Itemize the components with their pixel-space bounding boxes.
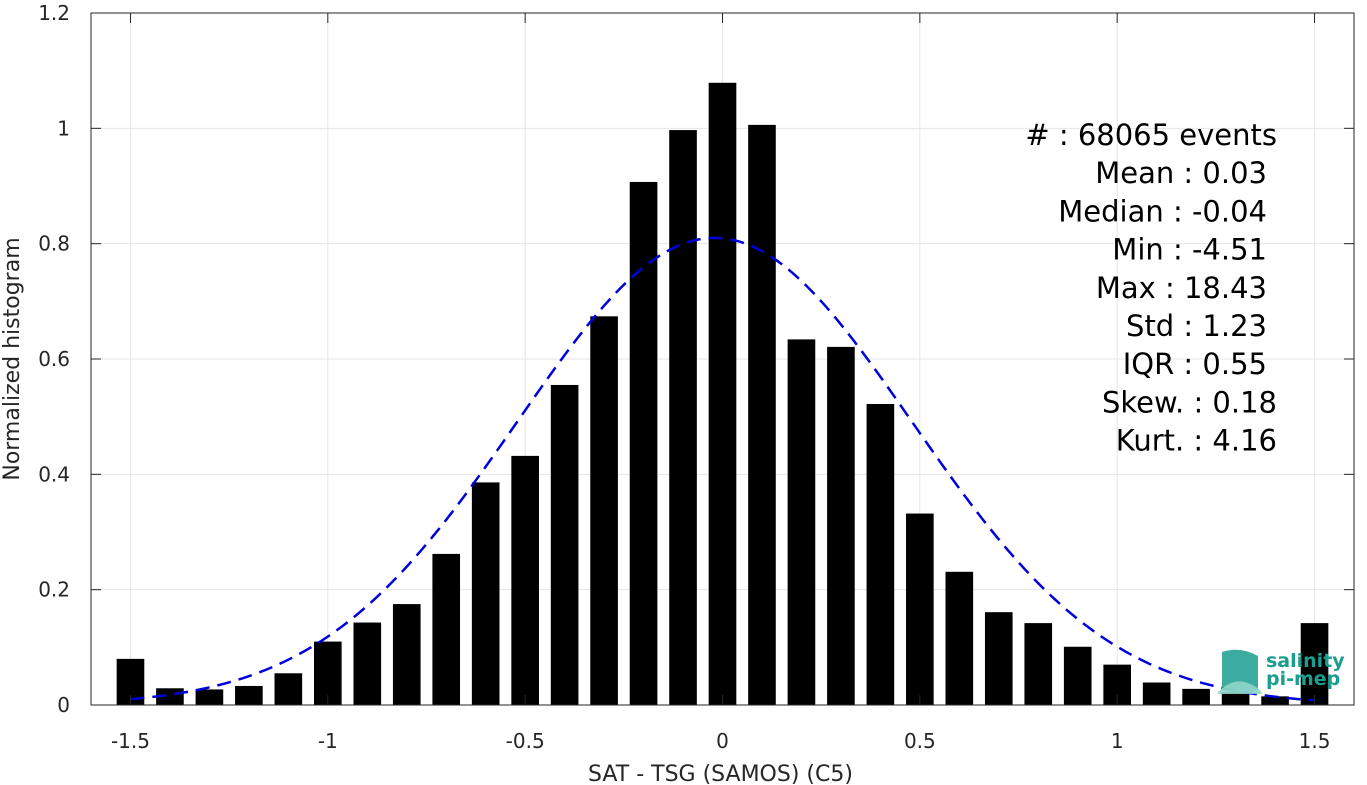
- x-tick-label: 0.5: [904, 729, 936, 753]
- axis-ticks: [91, 12, 1354, 706]
- histogram-bar: [471, 482, 500, 705]
- histogram-bar: [1261, 696, 1289, 705]
- stat-line: Min : -4.51: [1112, 233, 1267, 267]
- histogram-bar: [945, 571, 974, 705]
- y-tick-label: 0.8: [38, 232, 70, 256]
- histogram-bar: [353, 622, 382, 705]
- histogram-bar: [669, 130, 697, 705]
- histogram-bar: [550, 384, 579, 705]
- stat-line: Max : 18.43: [1096, 271, 1267, 305]
- histogram-bar: [866, 403, 895, 705]
- logo-wave-icon-light: [1218, 681, 1262, 694]
- y-tick-label: 1: [57, 116, 70, 140]
- y-tick-label: 0.2: [38, 578, 70, 602]
- x-tick-labels: -1.5 -1 -0.5 0 0.5 1 1.5: [111, 729, 1330, 753]
- histogram-bar: [629, 181, 658, 706]
- histogram-bar: [235, 685, 263, 705]
- x-tick-label: -1: [318, 729, 338, 753]
- stat-line: # : 68065 events: [1025, 118, 1277, 152]
- logo-text-salinity: salinity: [1266, 650, 1345, 672]
- y-tick-label: 0.4: [38, 462, 70, 486]
- x-tick-label: 1.5: [1299, 729, 1331, 753]
- histogram-bar: [906, 513, 934, 705]
- logo-wave-icon: [1222, 649, 1258, 692]
- histogram-bar: [590, 316, 618, 705]
- histogram-bar: [1300, 623, 1329, 705]
- stat-line: Kurt. : 4.16: [1116, 424, 1277, 458]
- y-tick-label: 1.2: [38, 1, 70, 25]
- histogram-bar: [392, 604, 421, 705]
- histogram-bar: [708, 82, 737, 705]
- stat-line: Median : -0.04: [1058, 194, 1267, 228]
- histogram-bar: [1142, 682, 1171, 705]
- histogram-bar: [1063, 646, 1092, 705]
- salinity-pi-mep-logo: salinity pi-mep: [1218, 649, 1345, 694]
- stat-line: Mean : 0.03: [1095, 156, 1267, 190]
- histogram-bar: [1221, 692, 1250, 705]
- y-tick-label: 0: [57, 693, 70, 717]
- y-tick-label: 0.6: [38, 347, 70, 371]
- logo-text-pi-mep: pi-mep: [1266, 668, 1340, 690]
- histogram-bar: [827, 346, 855, 705]
- histogram-bar: [1182, 688, 1210, 705]
- histogram-bar: [984, 612, 1013, 705]
- x-tick-label: -1.5: [111, 729, 150, 753]
- statistics-box: # : 68065 events Mean : 0.03 Median : -0.0…: [1025, 118, 1277, 458]
- histogram-bar: [274, 673, 303, 705]
- gaussian-fit-curve: [130, 236, 1315, 702]
- stat-line: Skew. : 0.18: [1102, 385, 1277, 419]
- histogram-bar: [432, 553, 461, 705]
- stat-line: Std : 1.23: [1126, 309, 1267, 343]
- histogram-bars: [116, 82, 1329, 706]
- histogram-bar: [787, 339, 816, 705]
- histogram-bar: [313, 641, 342, 705]
- stat-line: IQR : 0.55: [1123, 347, 1267, 381]
- x-axis-label: SAT - TSG (SAMOS) (C5): [588, 762, 853, 785]
- x-tick-label: 1: [1111, 729, 1124, 753]
- histogram-bar: [195, 689, 224, 705]
- histogram-bar: [511, 455, 539, 705]
- x-tick-label: 0: [716, 729, 729, 753]
- y-axis-label: Normalized histogram: [0, 237, 25, 480]
- histogram-bar: [748, 124, 776, 705]
- histogram-bar: [1024, 623, 1053, 705]
- y-tick-labels: 0 0.2 0.4 0.6 0.8 1 1.2: [38, 1, 70, 717]
- x-tick-label: -0.5: [506, 729, 545, 753]
